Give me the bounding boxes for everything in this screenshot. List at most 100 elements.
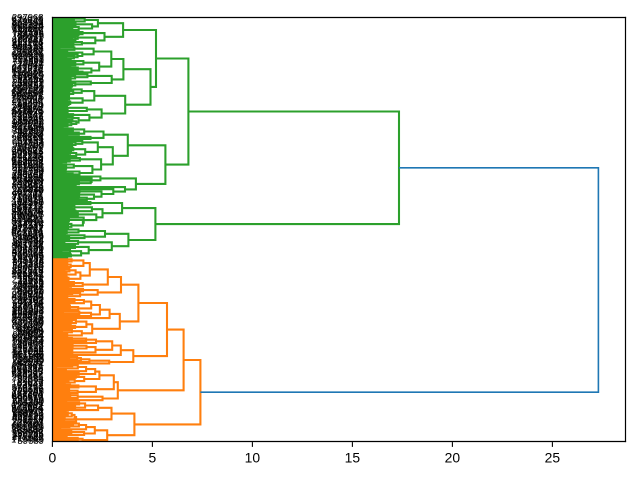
svg-text:896090: 896090 — [12, 153, 44, 164]
svg-text:636038: 636038 — [11, 14, 43, 25]
svg-text:146668: 146668 — [11, 338, 43, 349]
svg-text:644666: 644666 — [12, 67, 44, 78]
svg-text:860128: 860128 — [12, 256, 44, 267]
svg-text:733577: 733577 — [11, 418, 43, 429]
svg-text:127692: 127692 — [12, 428, 44, 439]
svg-text:601194: 601194 — [12, 297, 43, 308]
svg-text:899630: 899630 — [11, 365, 43, 376]
svg-text:32190: 32190 — [17, 244, 43, 255]
svg-text:93330: 93330 — [17, 320, 43, 331]
svg-text:686436: 686436 — [12, 75, 44, 86]
svg-text:495976: 495976 — [12, 92, 44, 103]
svg-text:91401: 91401 — [18, 164, 44, 175]
svg-text:941145: 941145 — [12, 152, 43, 163]
svg-text:299742: 299742 — [12, 204, 44, 215]
svg-text:29231: 29231 — [16, 28, 42, 39]
svg-text:83337: 83337 — [17, 378, 43, 389]
svg-text:823787: 823787 — [12, 224, 44, 235]
svg-text:389454: 389454 — [11, 171, 43, 182]
svg-text:693969: 693969 — [12, 86, 44, 97]
svg-text:646406: 646406 — [11, 293, 43, 304]
svg-text:351356: 351356 — [12, 242, 44, 253]
svg-text:110047: 110047 — [12, 68, 43, 79]
svg-text:591797: 591797 — [12, 150, 44, 161]
svg-text:229876: 229876 — [11, 300, 43, 311]
svg-text:580571: 580571 — [11, 119, 43, 130]
svg-text:411720: 411720 — [12, 292, 43, 303]
svg-text:798425: 798425 — [12, 69, 44, 80]
svg-text:582102: 582102 — [12, 358, 44, 369]
svg-text:69535: 69535 — [17, 357, 43, 368]
svg-text:865888: 865888 — [11, 425, 43, 436]
svg-text:585193: 585193 — [12, 411, 44, 422]
svg-text:949312: 949312 — [12, 343, 44, 354]
svg-text:906301: 906301 — [12, 398, 44, 409]
svg-text:734810: 734810 — [11, 176, 43, 187]
svg-text:588297: 588297 — [11, 370, 43, 381]
svg-text:830826: 830826 — [11, 208, 43, 219]
svg-text:762862: 762862 — [12, 74, 44, 85]
svg-text:631173: 631173 — [12, 40, 43, 51]
svg-text:199310: 199310 — [12, 364, 44, 375]
svg-text:352750: 352750 — [12, 166, 44, 177]
svg-text:902834: 902834 — [12, 330, 44, 341]
svg-text:870829: 870829 — [12, 51, 44, 62]
svg-text:671210: 671210 — [12, 183, 44, 194]
svg-text:651318: 651318 — [12, 266, 44, 277]
svg-text:769465: 769465 — [12, 251, 44, 262]
svg-text:68370: 68370 — [17, 198, 43, 209]
svg-text:718056: 718056 — [12, 433, 44, 444]
svg-text:277817: 277817 — [12, 59, 44, 70]
svg-text:854508: 854508 — [11, 405, 43, 416]
svg-text:650083: 650083 — [11, 422, 43, 433]
svg-text:274041: 274041 — [12, 16, 44, 27]
svg-text:570235: 570235 — [11, 212, 43, 223]
svg-text:776726: 776726 — [12, 30, 44, 41]
svg-text:576105: 576105 — [12, 302, 44, 313]
svg-text:24304: 24304 — [17, 337, 43, 348]
svg-text:783168: 783168 — [11, 351, 43, 362]
svg-text:80649: 80649 — [17, 113, 43, 124]
svg-text:671944: 671944 — [12, 258, 44, 269]
svg-text:963039: 963039 — [11, 64, 43, 75]
svg-text:677748: 677748 — [11, 316, 43, 327]
svg-text:565715: 565715 — [11, 203, 43, 214]
svg-text:593270: 593270 — [12, 101, 44, 112]
svg-text:83439: 83439 — [18, 82, 44, 93]
svg-text:609052: 609052 — [12, 304, 44, 315]
svg-text:374484: 374484 — [11, 225, 43, 236]
svg-text:89784: 89784 — [17, 371, 43, 382]
svg-text:28433: 28433 — [17, 99, 43, 110]
svg-text:570276: 570276 — [12, 382, 44, 393]
svg-text:754688: 754688 — [12, 177, 44, 188]
svg-text:401660: 401660 — [11, 419, 43, 430]
svg-text:61919: 61919 — [17, 187, 43, 198]
svg-text:986592: 986592 — [11, 146, 43, 157]
svg-text:494823: 494823 — [12, 262, 44, 273]
svg-text:51732: 51732 — [16, 423, 42, 434]
svg-text:121815: 121815 — [11, 333, 43, 344]
svg-text:693926: 693926 — [11, 50, 43, 61]
svg-text:59689: 59689 — [17, 436, 43, 447]
svg-text:44428: 44428 — [17, 278, 43, 289]
svg-text:793580: 793580 — [12, 385, 44, 396]
svg-text:832519: 832519 — [12, 265, 44, 276]
svg-text:532770: 532770 — [11, 65, 43, 76]
svg-text:10: 10 — [245, 450, 261, 466]
svg-text:15386: 15386 — [17, 96, 43, 107]
svg-text:877704: 877704 — [11, 389, 43, 400]
svg-text:923434: 923434 — [12, 98, 44, 109]
svg-text:204972: 204972 — [12, 406, 44, 417]
svg-text:851610: 851610 — [11, 217, 43, 228]
svg-text:66276: 66276 — [17, 132, 43, 143]
svg-text:82732: 82732 — [18, 295, 44, 306]
svg-text:385838: 385838 — [12, 161, 44, 172]
svg-text:84071: 84071 — [17, 286, 43, 297]
svg-text:885748: 885748 — [11, 241, 43, 252]
svg-text:213204: 213204 — [11, 38, 43, 49]
svg-text:471741: 471741 — [12, 200, 44, 211]
svg-text:45042: 45042 — [17, 272, 43, 283]
svg-text:61556: 61556 — [17, 415, 43, 426]
svg-text:74262: 74262 — [17, 381, 43, 392]
svg-text:348483: 348483 — [12, 248, 44, 259]
